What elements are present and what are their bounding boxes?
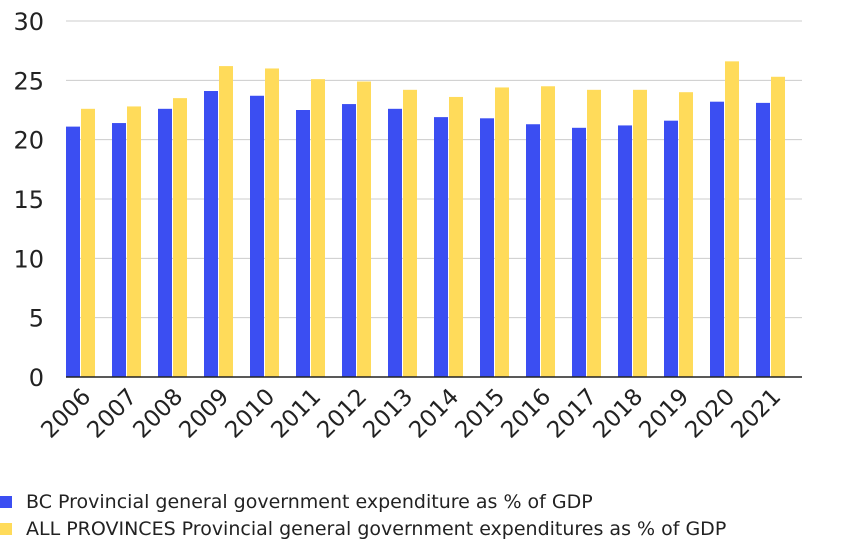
bar-bc xyxy=(664,120,678,378)
y-tick-label: 10 xyxy=(13,245,44,273)
x-tick-label: 2006 xyxy=(36,384,96,444)
y-tick-label: 15 xyxy=(13,186,44,214)
bar-bc xyxy=(618,125,632,377)
legend: BC Provincial general government expendi… xyxy=(0,488,862,542)
legend-label-bc: BC Provincial general government expendi… xyxy=(26,490,593,513)
bar-all-provinces xyxy=(541,86,555,378)
bar-bc xyxy=(342,104,356,378)
bar-all-provinces xyxy=(403,89,417,378)
bar-all-provinces xyxy=(679,92,693,377)
y-tick-label: 30 xyxy=(13,8,44,36)
bar-all-provinces xyxy=(265,68,279,377)
x-axis-ticks: 2006200720082009201020112012201320142015… xyxy=(36,384,786,444)
legend-label-all-provinces: ALL PROVINCES Provincial general governm… xyxy=(26,517,727,540)
bar-all-provinces xyxy=(725,61,739,377)
bar-bc xyxy=(526,124,540,378)
x-tick-label: 2008 xyxy=(128,384,188,444)
bar-bc xyxy=(572,127,586,377)
bar-bc xyxy=(112,123,126,377)
x-tick-label: 2018 xyxy=(588,384,648,444)
y-tick-label: 25 xyxy=(13,67,44,95)
bars xyxy=(66,61,785,378)
legend-swatch-bc xyxy=(0,495,12,508)
bar-bc xyxy=(710,101,724,378)
bar-bc xyxy=(434,117,448,378)
bar-all-provinces xyxy=(219,66,233,378)
x-tick-label: 2009 xyxy=(174,384,234,444)
y-tick-label: 5 xyxy=(29,305,44,333)
bar-bc xyxy=(250,95,264,377)
x-tick-label: 2019 xyxy=(634,384,694,444)
x-tick-label: 2016 xyxy=(496,384,556,444)
x-tick-label: 2012 xyxy=(312,384,372,444)
bar-all-provinces xyxy=(127,106,141,377)
bar-bc xyxy=(480,118,494,377)
x-tick-label: 2011 xyxy=(266,384,326,444)
legend-item-all-provinces: ALL PROVINCES Provincial general governm… xyxy=(0,515,862,542)
y-axis-ticks: 0 5 10 15 20 25 30 xyxy=(13,8,44,392)
legend-item-bc: BC Provincial general government expendi… xyxy=(0,488,862,515)
x-tick-label: 2013 xyxy=(358,384,418,444)
bar-bc xyxy=(388,108,402,378)
x-tick-label: 2017 xyxy=(542,384,602,444)
y-tick-label: 20 xyxy=(13,127,44,155)
x-tick-label: 2015 xyxy=(450,384,510,444)
legend-swatch-all-provinces xyxy=(0,522,12,535)
bar-all-provinces xyxy=(633,89,647,378)
bar-bc xyxy=(756,102,770,377)
bar-bc xyxy=(204,91,218,377)
bar-all-provinces xyxy=(311,79,325,377)
bar-all-provinces xyxy=(357,81,371,378)
x-tick-label: 2020 xyxy=(680,384,740,444)
bar-bc xyxy=(66,126,80,377)
x-tick-label: 2014 xyxy=(404,384,464,444)
bar-all-provinces xyxy=(771,76,785,378)
bar-all-provinces xyxy=(81,108,95,378)
x-tick-label: 2007 xyxy=(82,384,142,444)
bar-all-provinces xyxy=(495,87,509,377)
x-tick-label: 2021 xyxy=(726,384,786,444)
y-tick-label: 0 xyxy=(29,364,44,392)
x-tick-label: 2010 xyxy=(220,384,280,444)
bar-bc xyxy=(296,110,310,377)
bar-all-provinces xyxy=(449,96,463,378)
bar-all-provinces xyxy=(587,89,601,378)
bar-bc xyxy=(158,108,172,378)
bar-all-provinces xyxy=(173,98,187,377)
